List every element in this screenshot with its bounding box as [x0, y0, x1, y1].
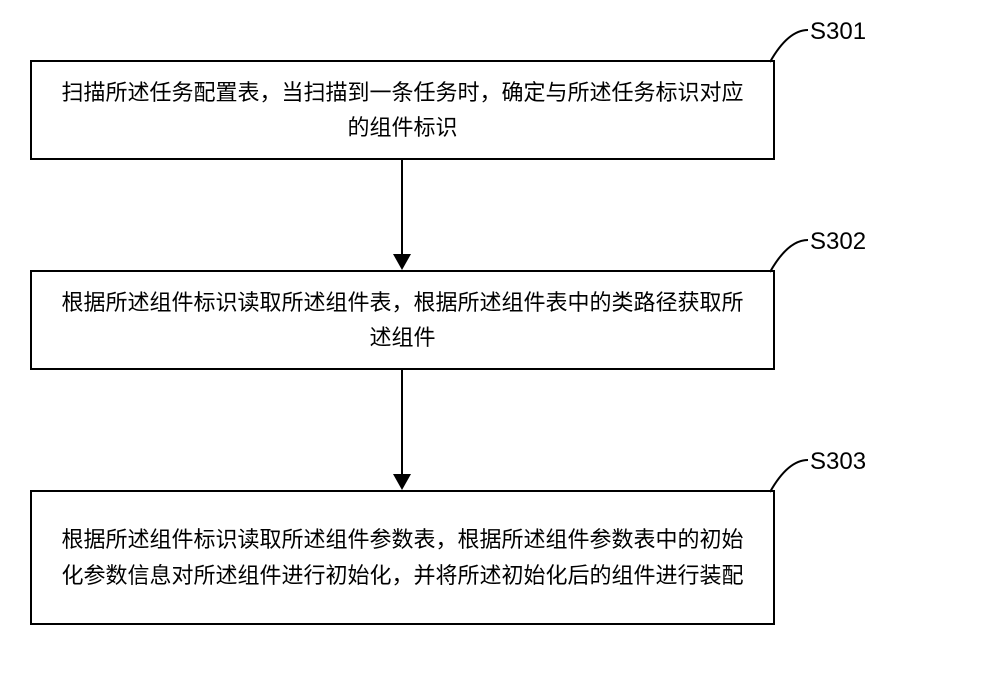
step-label-s302: S302	[810, 228, 866, 256]
step-text-s303: 根据所述组件标识读取所述组件参数表，根据所述组件参数表中的初始化参数信息对所述组…	[52, 522, 753, 592]
leader-s302	[768, 236, 813, 276]
step-text-s301: 扫描所述任务配置表，当扫描到一条任务时，确定与所述任务标识对应的组件标识	[52, 75, 753, 145]
step-box-s301: 扫描所述任务配置表，当扫描到一条任务时，确定与所述任务标识对应的组件标识	[30, 60, 775, 160]
arrow-2-line	[401, 370, 403, 474]
leader-s301	[768, 26, 813, 66]
arrow-2-head	[393, 474, 411, 490]
step-label-s303: S303	[810, 448, 866, 476]
step-label-s301: S301	[810, 18, 866, 46]
arrow-1-line	[401, 160, 403, 254]
step-box-s303: 根据所述组件标识读取所述组件参数表，根据所述组件参数表中的初始化参数信息对所述组…	[30, 490, 775, 625]
leader-s303	[768, 456, 813, 496]
arrow-1-head	[393, 254, 411, 270]
flowchart-container: 扫描所述任务配置表，当扫描到一条任务时，确定与所述任务标识对应的组件标识 S30…	[0, 0, 1000, 675]
step-box-s302: 根据所述组件标识读取所述组件表，根据所述组件表中的类路径获取所述组件	[30, 270, 775, 370]
step-text-s302: 根据所述组件标识读取所述组件表，根据所述组件表中的类路径获取所述组件	[52, 285, 753, 355]
